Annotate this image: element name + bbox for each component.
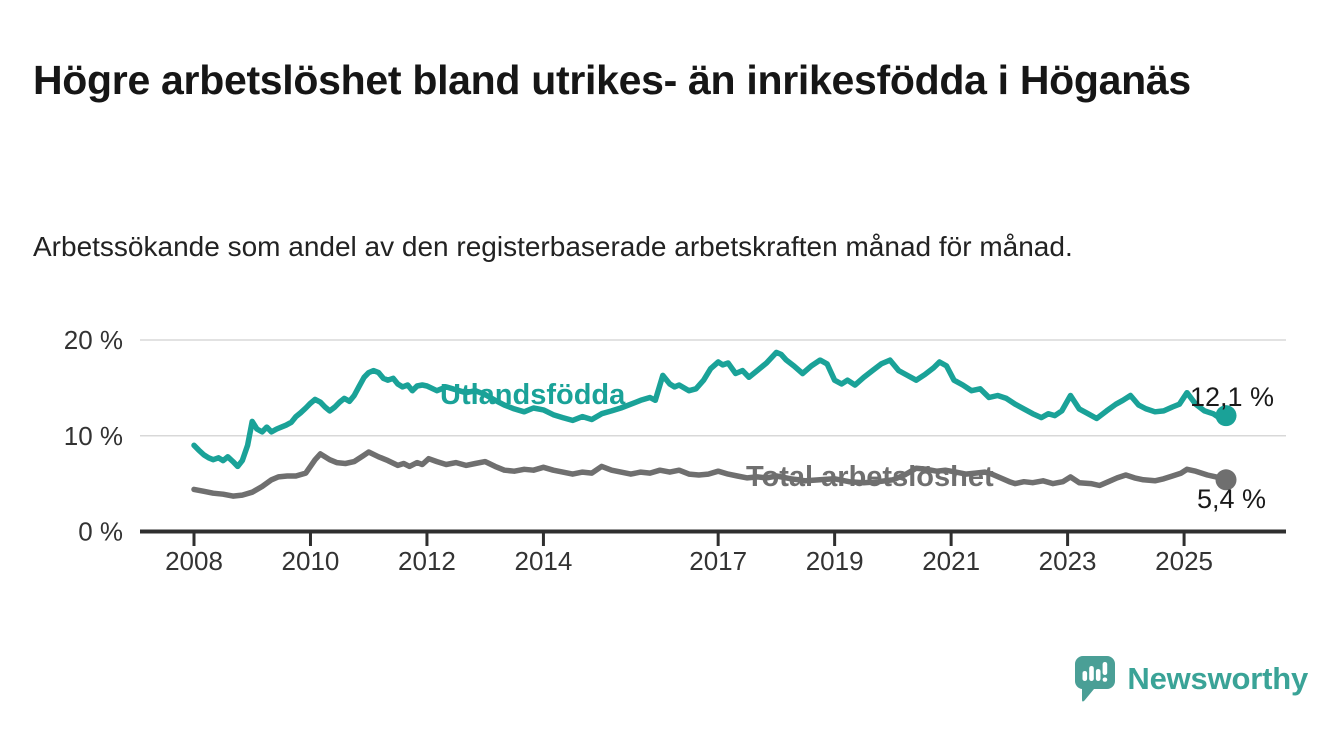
chart-subtitle: Arbetssökande som andel av den registerb… <box>33 231 1073 262</box>
series-endpoint-dot-utlandsfodda <box>1215 405 1237 427</box>
series-line-utlandsfodda <box>191 349 1229 470</box>
end-value-label-total: 5,4 % <box>1197 484 1266 514</box>
y-axis-label-10: 10 % <box>64 421 123 451</box>
speech-bubble-shape <box>1075 656 1116 702</box>
x-axis-label-2019: 2019 <box>806 546 864 576</box>
bar-chart-glyph <box>1082 662 1108 682</box>
end-value-label-utlandsfodda: 12,1 % <box>1190 382 1274 412</box>
x-axis-label-2010: 2010 <box>282 546 340 576</box>
x-axis-label-2021: 2021 <box>922 546 980 576</box>
x-axis-label-2017: 2017 <box>689 546 747 576</box>
x-axis-label-2012: 2012 <box>398 546 456 576</box>
x-axis-label-2014: 2014 <box>515 546 573 576</box>
x-axis-label-2023: 2023 <box>1039 546 1097 576</box>
series-label-utlandsfodda: Utlandsfödda <box>440 379 626 411</box>
y-axis-label-0: 0 % <box>78 517 123 547</box>
newsworthy-logo-icon <box>1075 656 1116 702</box>
page-title: Högre arbetslöshet bland utrikes- än inr… <box>33 57 1191 104</box>
series-line-total <box>191 449 1229 499</box>
series-label-total: Total arbetslöshet <box>746 461 994 493</box>
series-endpoint-dot-total <box>1215 469 1237 491</box>
newsworthy-logo-text: Newsworthy <box>1127 661 1308 696</box>
y-axis-label-20: 20 % <box>64 325 123 355</box>
x-axis-label-2025: 2025 <box>1155 546 1213 576</box>
x-axis-label-2008: 2008 <box>165 546 223 576</box>
newsworthy-logo: Newsworthy <box>1075 656 1308 702</box>
